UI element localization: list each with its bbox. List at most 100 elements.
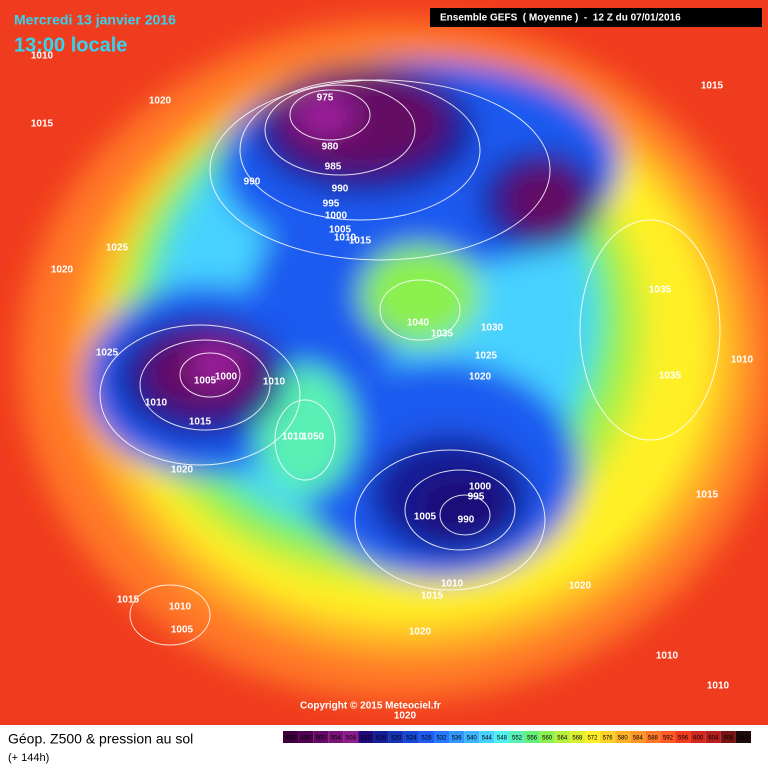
isobar-label: 1035 xyxy=(649,285,672,296)
legend-label: 528 xyxy=(421,736,432,742)
model-label: Ensemble GEFS ( Moyenne ) - 12 Z du 07/0… xyxy=(440,13,681,24)
legend-swatch xyxy=(403,731,419,743)
legend-swatch xyxy=(373,731,389,743)
isobar-label: 1020 xyxy=(171,465,194,476)
isobar-label: 1010 xyxy=(334,233,357,244)
legend-label: 572 xyxy=(587,736,598,742)
isobar-label: 1025 xyxy=(475,351,498,362)
legend-swatch xyxy=(449,731,465,743)
isobar-label: 1015 xyxy=(189,417,212,428)
isobar-label: 1010 xyxy=(441,579,464,590)
isobar-label: 995 xyxy=(323,199,340,210)
legend-swatch xyxy=(735,731,751,743)
isobar-label: 990 xyxy=(244,177,261,188)
isobar-label: 1030 xyxy=(481,323,504,334)
legend-swatch xyxy=(600,731,616,743)
copyright: Copyright © 2015 Meteociel.fr xyxy=(300,701,441,712)
legend-label: 544 xyxy=(482,736,493,742)
isobars xyxy=(99,79,721,646)
legend-label: 596 xyxy=(678,736,689,742)
legend-swatch xyxy=(524,731,540,743)
isobar-label: 995 xyxy=(468,492,485,503)
legend-label: 564 xyxy=(557,736,568,742)
legend-label: 560 xyxy=(542,736,553,742)
isobar-label: 1025 xyxy=(106,243,129,254)
legend-swatch xyxy=(584,731,601,743)
isobar-label: 1020 xyxy=(51,265,74,276)
isobar-label: 1050 xyxy=(302,432,325,443)
isobar-label: 1010 xyxy=(731,355,754,366)
legend-swatch xyxy=(660,731,676,743)
legend-swatch xyxy=(690,731,706,743)
legend-label: 504 xyxy=(331,736,342,742)
legend-label: 584 xyxy=(633,736,644,742)
isobar-label: 1010 xyxy=(707,681,730,692)
legend-swatch xyxy=(313,731,329,743)
legend-label: 592 xyxy=(663,736,674,742)
legend-swatch xyxy=(554,731,570,743)
legend-swatch xyxy=(630,731,646,743)
legend-label: 576 xyxy=(603,736,614,742)
legend-swatch xyxy=(418,731,434,743)
isobar-label: 1005 xyxy=(329,225,352,236)
isobar-label: 1040 xyxy=(407,318,430,329)
isobar-label: 1015 xyxy=(31,119,54,130)
legend-swatch xyxy=(298,731,314,743)
legend-label: 552 xyxy=(512,736,523,742)
legend-swatch xyxy=(358,731,374,743)
field xyxy=(0,0,768,725)
isobar-label: 1035 xyxy=(659,371,682,382)
legend-swatch xyxy=(509,731,525,743)
isobar-label: 1005 xyxy=(194,376,217,387)
legend-label: 540 xyxy=(467,736,478,742)
isobar-label: 1015 xyxy=(117,595,140,606)
legend-swatch xyxy=(479,731,495,743)
isobar-label: 975 xyxy=(317,93,334,104)
legend-label: 608 xyxy=(723,736,734,742)
isobar-label: 1005 xyxy=(414,512,437,523)
legend-swatch xyxy=(433,731,450,743)
isobar-label: 1010 xyxy=(656,651,679,662)
legend-swatch xyxy=(705,731,721,743)
legend-label: 604 xyxy=(708,736,719,742)
legend-label: 516 xyxy=(376,736,387,742)
isobar-label: 1020 xyxy=(409,627,432,638)
legend-label: 600 xyxy=(693,736,704,742)
isobar-label: 980 xyxy=(322,142,339,153)
isobar-label: 1020 xyxy=(149,96,172,107)
isobar-label: 1025 xyxy=(96,348,119,359)
legend-swatch xyxy=(343,731,359,743)
isobar-label: 1010 xyxy=(145,398,168,409)
legend-label: 500 xyxy=(316,736,327,742)
isobar-label: 1000 xyxy=(469,482,492,493)
legend-label: 532 xyxy=(437,736,448,742)
isobar-label: 985 xyxy=(325,162,342,173)
isobar-label: 1010 xyxy=(282,432,305,443)
isobar-label: 1035 xyxy=(431,329,454,340)
isobar-label: 1015 xyxy=(349,236,372,247)
isobar-label: 990 xyxy=(332,184,349,195)
isobar-label: 1015 xyxy=(701,81,724,92)
legend-swatch xyxy=(539,731,555,743)
legend-label: 496 xyxy=(301,736,312,742)
isobar-label: 1020 xyxy=(394,711,417,722)
legend-label: 588 xyxy=(648,736,659,742)
time-label: 13:00 locale xyxy=(14,34,127,56)
legend-label: 548 xyxy=(497,736,508,742)
caption: Géop. Z500 & pression au sol xyxy=(8,731,193,747)
legend-swatch xyxy=(615,731,631,743)
legend-swatch xyxy=(675,731,691,743)
date-label: Mercredi 13 janvier 2016 xyxy=(14,12,176,28)
legend-swatch xyxy=(645,731,661,743)
legend-label: 568 xyxy=(572,736,583,742)
legend-label: 508 xyxy=(346,736,357,742)
legend-swatch xyxy=(283,731,299,743)
model-box xyxy=(430,8,762,27)
legend-label: 512 xyxy=(361,736,372,742)
lead-time: (+ 144h) xyxy=(8,752,49,764)
isobar-labels: 9759809859909909951000100510101015102010… xyxy=(31,51,754,722)
legend-label: 492 xyxy=(286,736,297,742)
legend-label: 612 xyxy=(738,736,749,742)
isobar-label: 1010 xyxy=(169,602,192,613)
